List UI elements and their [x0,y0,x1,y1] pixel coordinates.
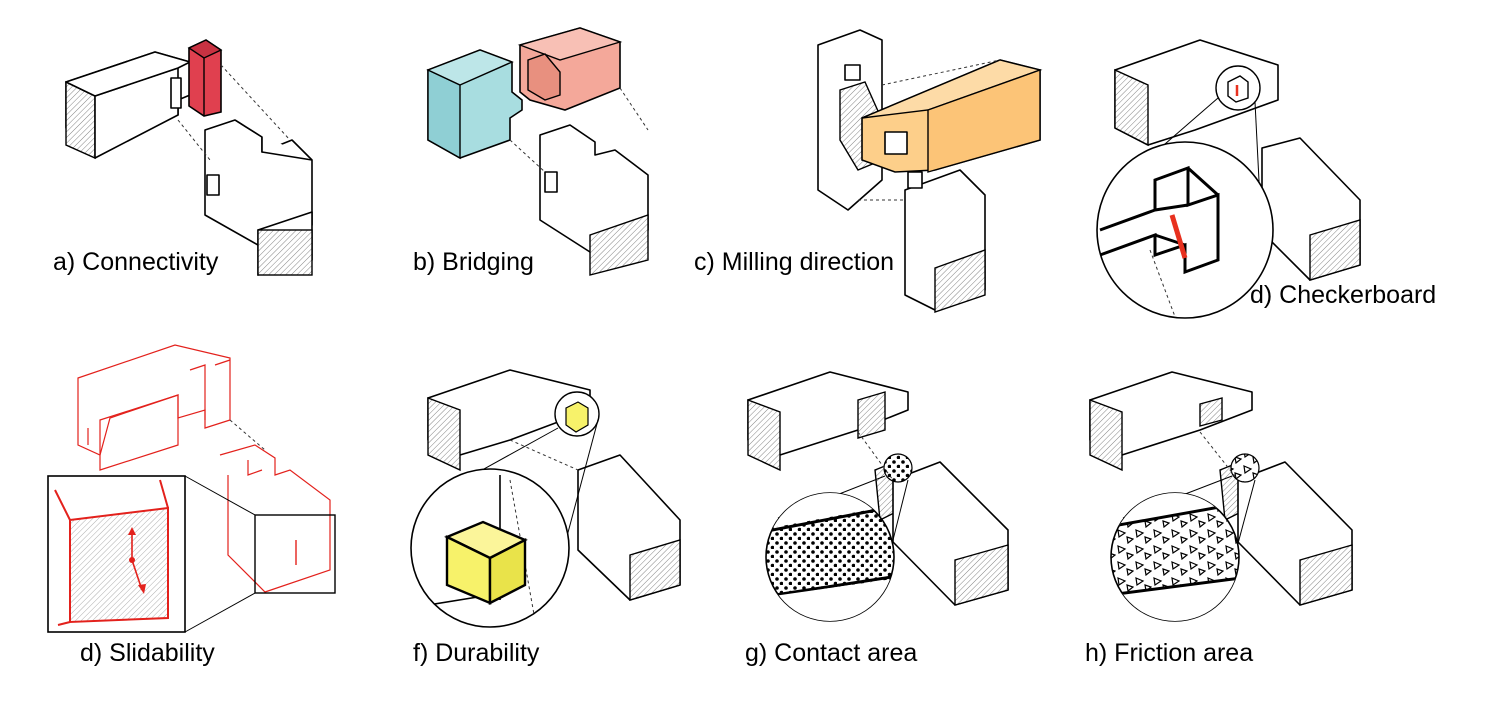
panel-h-friction-area [1089,371,1353,622]
panel-d-label: d) Checkerboard [1250,281,1437,309]
panel-d-zoom-circle [1096,141,1274,319]
panel-f-label: f) Durability [413,639,540,667]
panel-g-contact-area [747,371,1009,622]
panel-h-label: h) Friction area [1085,639,1254,667]
panel-c-milling [817,29,1043,313]
panel-f-durability [410,369,681,628]
panel-e-slidability [47,344,336,633]
panel-b-lower-block [539,124,649,253]
panel-b-bridging [426,27,649,276]
panel-c-label: c) Milling direction [694,248,895,276]
panel-b-label: b) Bridging [413,248,534,276]
panel-d-checkerboard [1096,39,1361,319]
panel-e-label: d) Slidability [80,639,215,667]
panel-a-label: a) Connectivity [53,248,219,276]
panel-g-label: g) Contact area [745,639,918,667]
panel-a-connectivity [65,39,313,276]
